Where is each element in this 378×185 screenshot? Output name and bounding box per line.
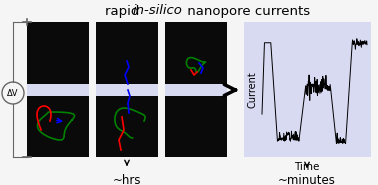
Text: Time: Time	[294, 162, 320, 172]
Bar	[244, 22, 371, 157]
Bar	[96, 22, 158, 157]
Bar	[27, 22, 89, 157]
Text: ~hrs: ~hrs	[113, 174, 141, 185]
Bar	[165, 22, 227, 157]
Text: Current: Current	[248, 71, 258, 108]
Text: ΔV: ΔV	[7, 88, 19, 97]
Text: ~minutes: ~minutes	[278, 174, 336, 185]
Text: in-silico: in-silico	[133, 4, 183, 18]
Text: nanopore currents: nanopore currents	[183, 4, 310, 18]
Bar	[165, 22, 227, 84]
Bar	[27, 96, 89, 157]
Text: rapid: rapid	[105, 4, 144, 18]
Bar	[27, 22, 89, 84]
Bar	[165, 96, 227, 157]
Bar	[96, 22, 158, 84]
Bar	[96, 96, 158, 157]
